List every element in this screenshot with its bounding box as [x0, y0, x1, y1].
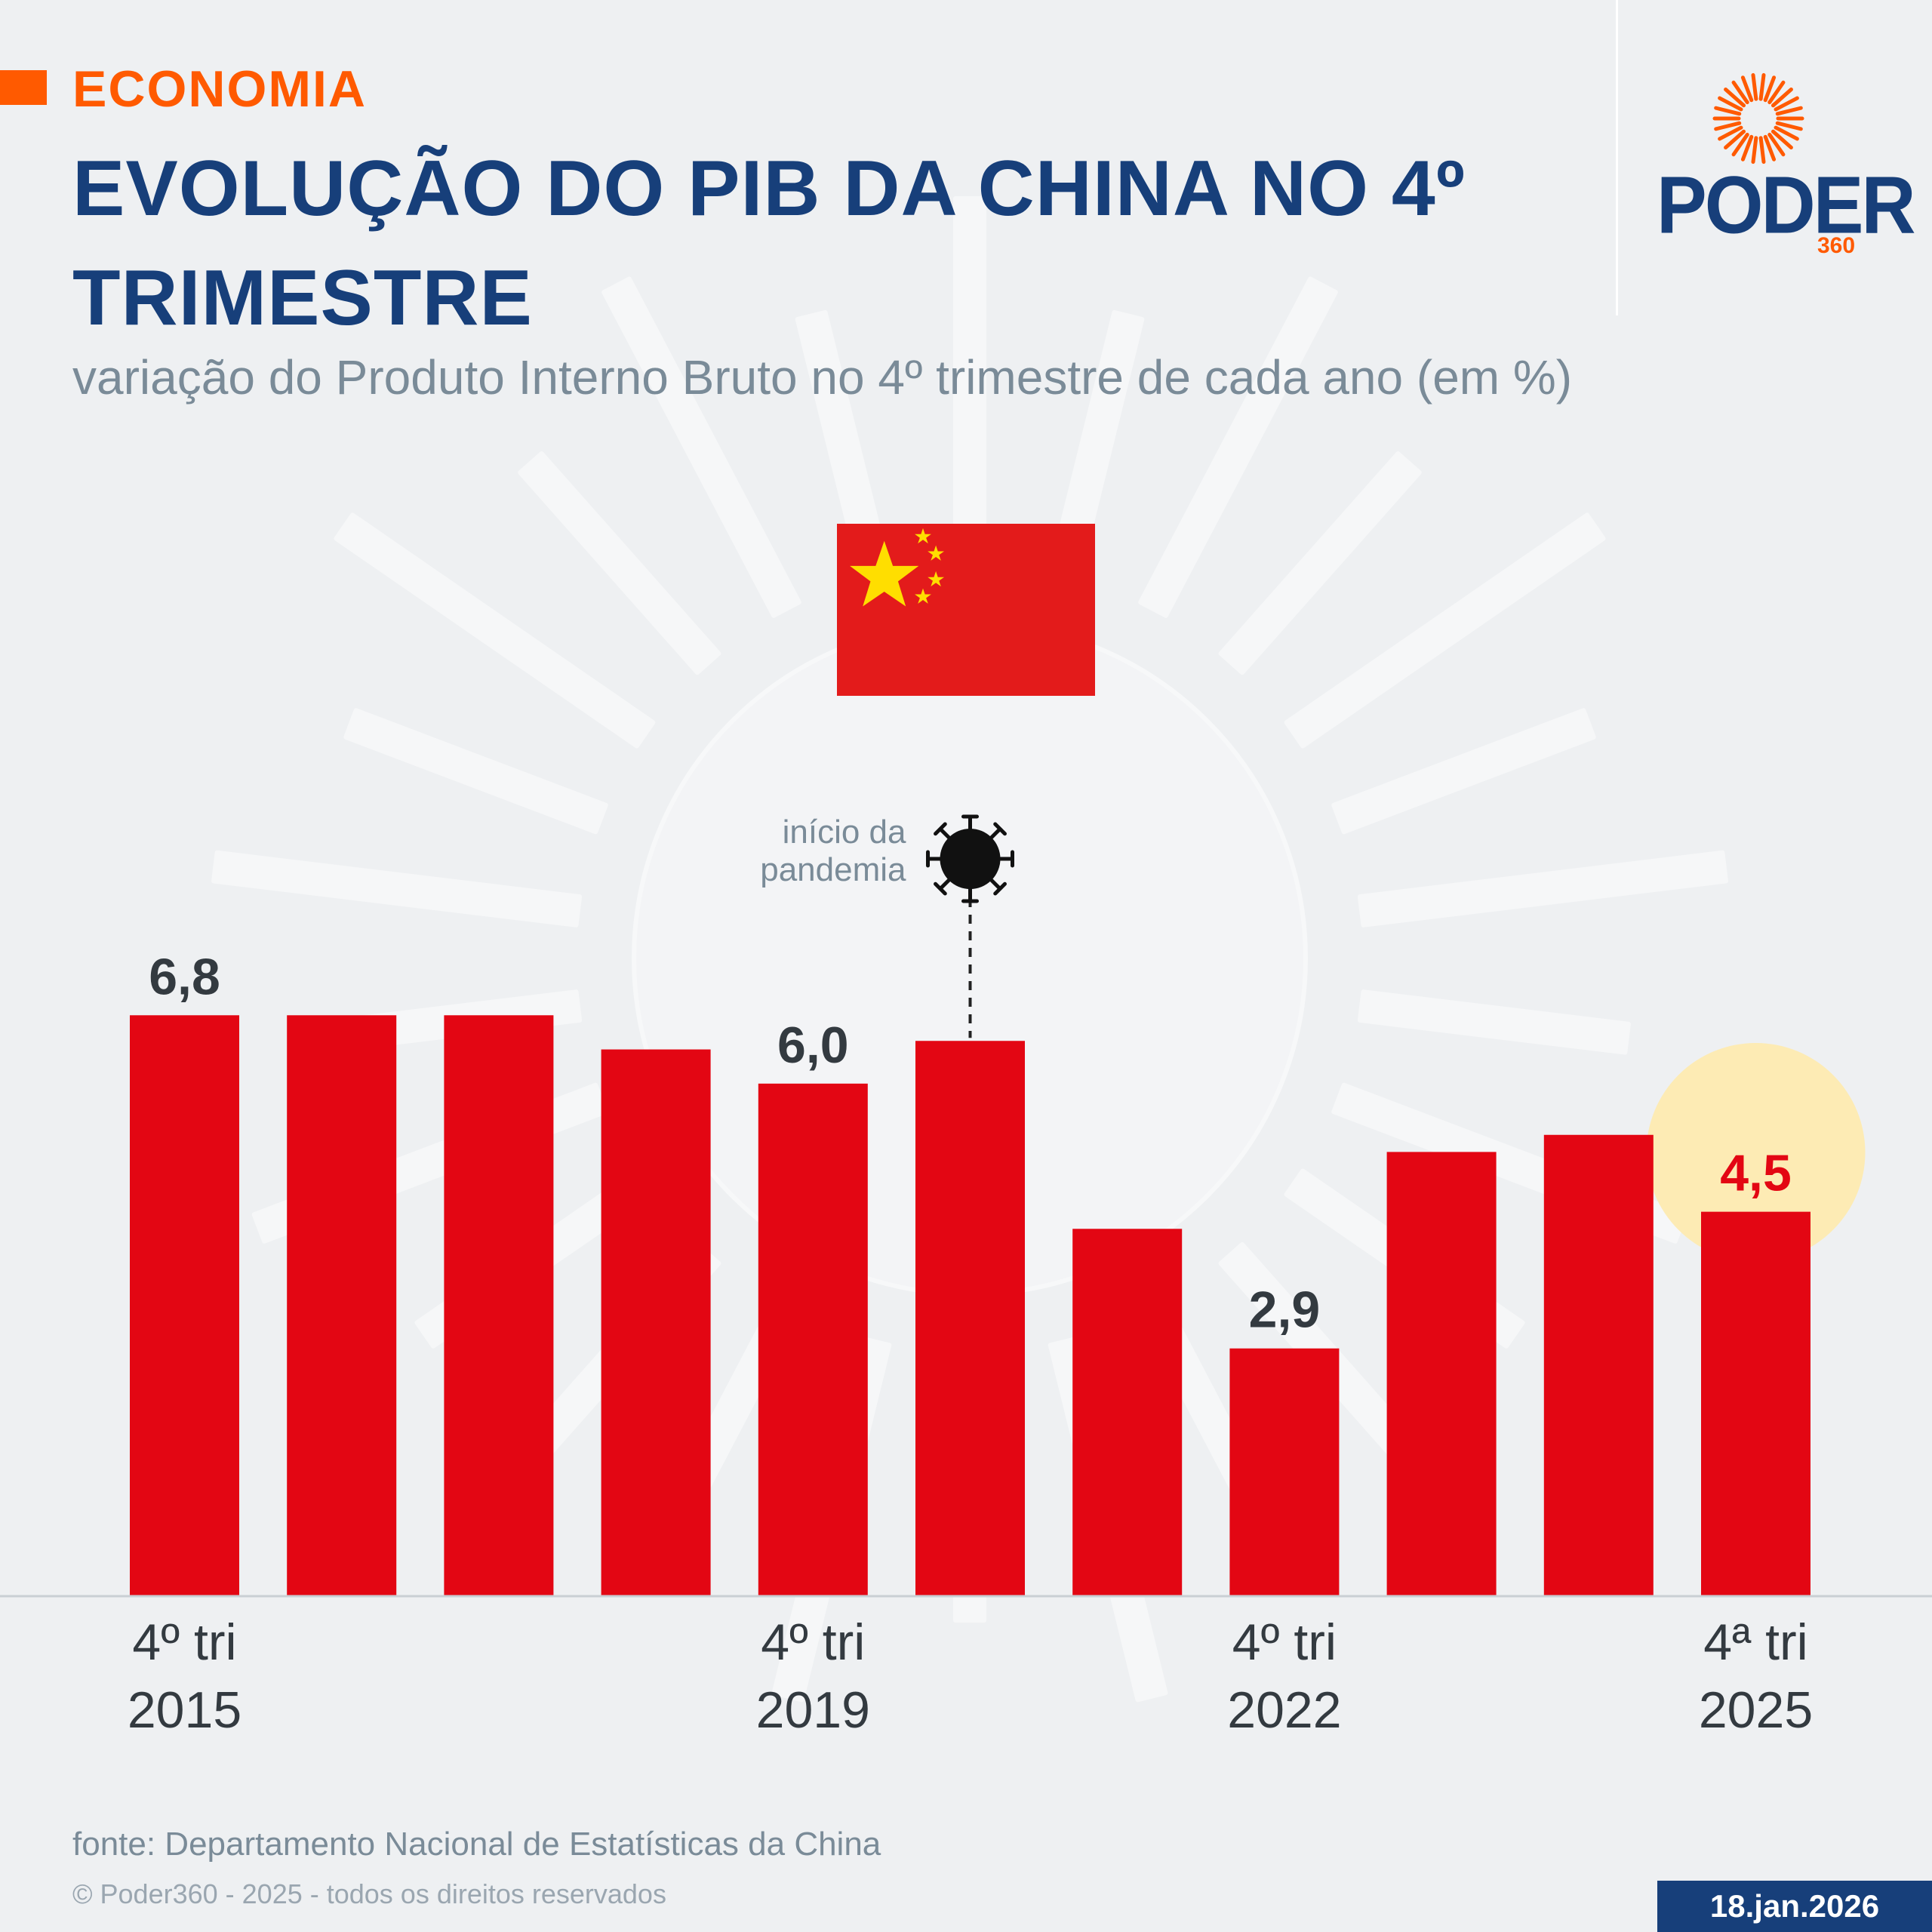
- header-divider: [1616, 0, 1618, 315]
- bar-4º-tri-2022: [1229, 1348, 1340, 1596]
- footer-source: fonte: Departamento Nacional de Estatíst…: [72, 1826, 881, 1863]
- chart-title: EVOLUÇÃO DO PIB DA CHINA NO 4º TRIMESTRE: [72, 145, 1466, 342]
- bar-4º-tri-2019: [758, 1083, 868, 1596]
- x-tick-label: 4º tri: [1232, 1614, 1337, 1671]
- data-label: 4,5: [1720, 1145, 1792, 1202]
- bar-4º-tri-2023: [1386, 1152, 1497, 1596]
- bar-4º-tri-2015: [130, 1015, 239, 1596]
- brand-logo-sub: 360: [1817, 233, 1856, 258]
- highlight-circle: [1646, 1043, 1866, 1262]
- annotation-label: pandemia: [760, 851, 906, 888]
- annotation-label: início da: [783, 814, 906, 851]
- bar-4ª-tri-2025: [1701, 1211, 1810, 1596]
- chart-subtitle: variação do Produto Interno Bruto no 4º …: [72, 350, 1573, 405]
- data-label: 6,8: [149, 948, 220, 1005]
- x-tick-label: 4º tri: [761, 1614, 865, 1671]
- x-tick-label: 2022: [1227, 1681, 1341, 1739]
- bar-4º-tri-2020: [915, 1041, 1025, 1596]
- date-badge: 18.jan.2026: [1657, 1881, 1932, 1932]
- x-tick-label: 4º tri: [132, 1614, 236, 1671]
- x-tick-label: 2025: [1699, 1681, 1813, 1739]
- footer-copyright: © Poder360 - 2025 - todos os direitos re…: [72, 1878, 666, 1909]
- bar-4º-tri-2018: [601, 1049, 711, 1596]
- data-label: 2,9: [1249, 1281, 1321, 1339]
- section-marker: [0, 70, 47, 105]
- section-label: ECONOMIA: [72, 60, 367, 118]
- bar-4º-tri-2016: [287, 1015, 397, 1596]
- x-tick-label: 2019: [756, 1681, 870, 1739]
- bar-4º-tri-2024: [1543, 1134, 1654, 1596]
- bar-4º-tri-2021: [1072, 1229, 1183, 1596]
- data-label: 6,0: [777, 1017, 849, 1074]
- x-tick-label: 4ª tri: [1703, 1614, 1808, 1671]
- virus-icon: [926, 814, 1014, 903]
- bar-4º-tri-2017: [444, 1015, 554, 1596]
- x-tick-label: 2015: [128, 1681, 242, 1739]
- poder360-sun-icon[interactable]: [1706, 69, 1811, 168]
- china-flag-icon: [837, 524, 1095, 696]
